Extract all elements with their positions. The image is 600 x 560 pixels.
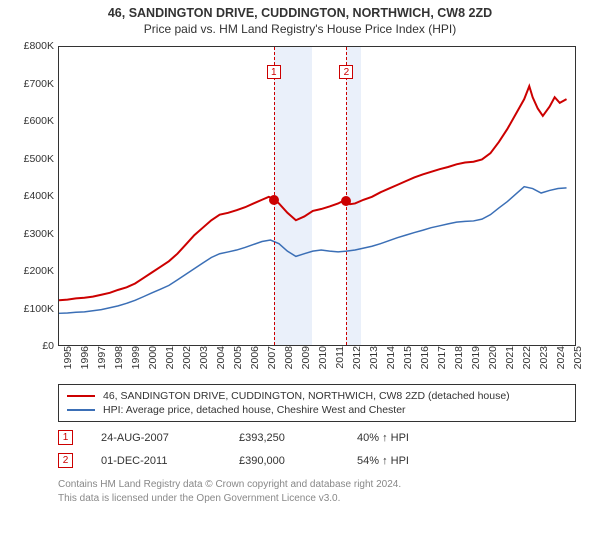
y-tick-label: £500K (8, 153, 54, 165)
x-tick-label: 2018 (453, 346, 465, 376)
x-tick-label: 2021 (504, 346, 516, 376)
x-tick-label: 2012 (351, 346, 363, 376)
chart-subtitle: Price paid vs. HM Land Registry's House … (10, 22, 590, 36)
x-tick-label: 1998 (113, 346, 125, 376)
x-tick-label: 2011 (334, 346, 346, 376)
event-date: 01-DEC-2011 (101, 455, 211, 467)
event-price: £390,000 (239, 455, 329, 467)
x-tick-label: 2016 (419, 346, 431, 376)
event-row: 1 24-AUG-2007 £393,250 40% ↑ HPI (58, 430, 590, 445)
chart-title: 46, SANDINGTON DRIVE, CUDDINGTON, NORTHW… (10, 6, 590, 20)
y-tick-label: £300K (8, 228, 54, 240)
x-tick-label: 2000 (147, 346, 159, 376)
chart-container: 46, SANDINGTON DRIVE, CUDDINGTON, NORTHW… (0, 0, 600, 513)
event-marker-box: 1 (58, 430, 73, 445)
y-tick-label: £700K (8, 78, 54, 90)
y-tick-label: £800K (8, 40, 54, 52)
x-tick-label: 1999 (130, 346, 142, 376)
x-tick-label: 2014 (385, 346, 397, 376)
legend-row: HPI: Average price, detached house, Ches… (67, 403, 567, 417)
x-tick-label: 2003 (198, 346, 210, 376)
event-hpi: 40% ↑ HPI (357, 432, 409, 444)
y-tick-label: £200K (8, 265, 54, 277)
legend-label: 46, SANDINGTON DRIVE, CUDDINGTON, NORTHW… (103, 390, 510, 402)
x-tick-label: 2020 (487, 346, 499, 376)
event-date: 24-AUG-2007 (101, 432, 211, 444)
x-tick-label: 2019 (470, 346, 482, 376)
x-tick-label: 2002 (181, 346, 193, 376)
x-tick-label: 1996 (79, 346, 91, 376)
x-tick-label: 2001 (164, 346, 176, 376)
y-tick-label: £600K (8, 115, 54, 127)
y-tick-label: £0 (8, 340, 54, 352)
legend-swatch (67, 409, 95, 411)
y-tick-label: £100K (8, 303, 54, 315)
x-tick-label: 2013 (368, 346, 380, 376)
x-tick-label: 2008 (283, 346, 295, 376)
x-tick-label: 1997 (96, 346, 108, 376)
legend-label: HPI: Average price, detached house, Ches… (103, 404, 406, 416)
series-property (59, 86, 567, 300)
event-hpi: 54% ↑ HPI (357, 455, 409, 467)
series-hpi (59, 187, 567, 314)
footnote: Contains HM Land Registry data © Crown c… (58, 478, 590, 505)
x-tick-label: 2017 (436, 346, 448, 376)
event-marker-box: 2 (58, 453, 73, 468)
chart-area: 12 £0£100K£200K£300K£400K£500K£600K£700K… (10, 42, 590, 380)
event-dot (341, 196, 351, 206)
y-tick-label: £400K (8, 190, 54, 202)
x-tick-label: 1995 (62, 346, 74, 376)
event-label-box: 2 (339, 65, 353, 79)
legend: 46, SANDINGTON DRIVE, CUDDINGTON, NORTHW… (58, 384, 576, 422)
x-tick-label: 2005 (232, 346, 244, 376)
x-tick-label: 2007 (266, 346, 278, 376)
legend-swatch (67, 395, 95, 397)
x-tick-label: 2024 (555, 346, 567, 376)
event-label-box: 1 (267, 65, 281, 79)
footnote-line: This data is licensed under the Open Gov… (58, 492, 590, 506)
plot-region: 12 (58, 46, 576, 346)
legend-row: 46, SANDINGTON DRIVE, CUDDINGTON, NORTHW… (67, 389, 567, 403)
footnote-line: Contains HM Land Registry data © Crown c… (58, 478, 590, 492)
event-row: 2 01-DEC-2011 £390,000 54% ↑ HPI (58, 453, 590, 468)
line-series-svg (59, 47, 575, 345)
x-tick-label: 2022 (521, 346, 533, 376)
x-tick-label: 2025 (572, 346, 584, 376)
x-tick-label: 2023 (538, 346, 550, 376)
x-tick-label: 2006 (249, 346, 261, 376)
event-price: £393,250 (239, 432, 329, 444)
x-tick-label: 2015 (402, 346, 414, 376)
event-dot (269, 195, 279, 205)
x-tick-label: 2004 (215, 346, 227, 376)
x-tick-label: 2009 (300, 346, 312, 376)
x-tick-label: 2010 (317, 346, 329, 376)
